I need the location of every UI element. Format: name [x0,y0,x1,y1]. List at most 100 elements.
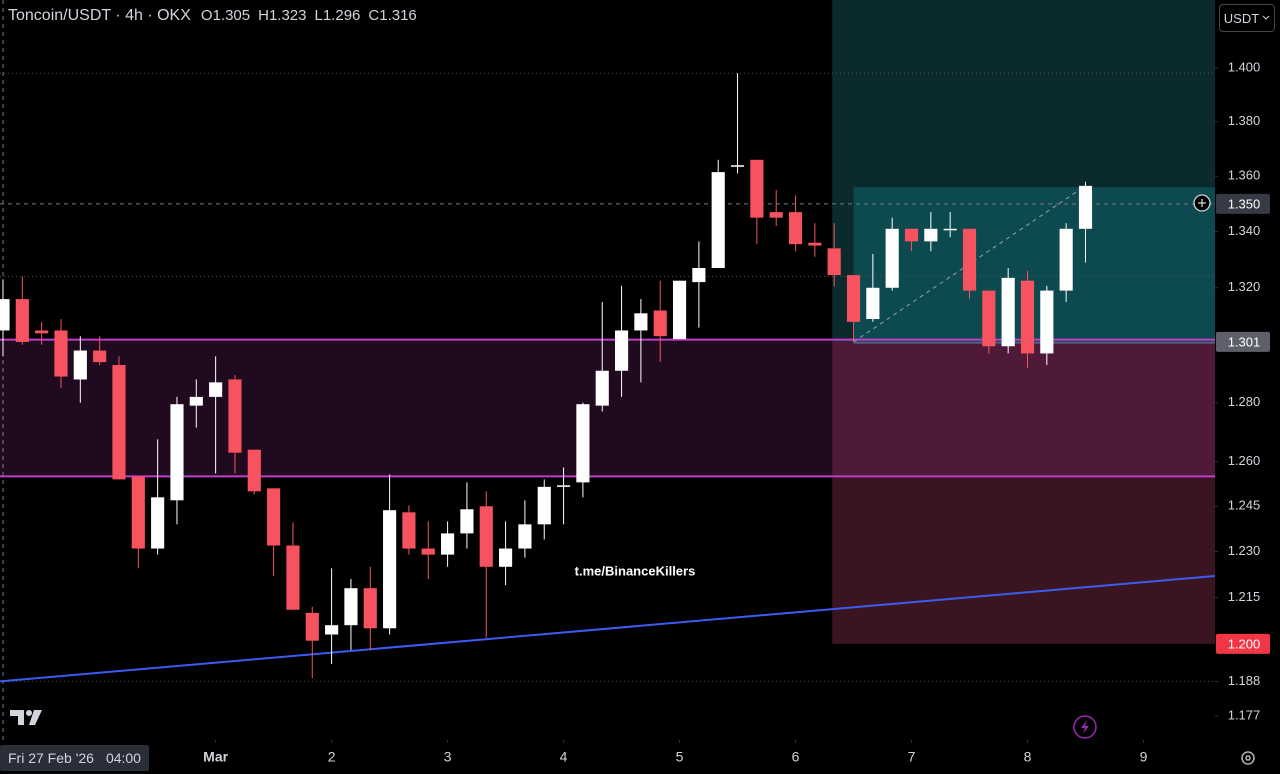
y-tick-label: 1.380 [1228,113,1261,128]
x-tick-label: Mar [203,749,228,765]
candle-body [131,476,145,549]
y-tick-label: 1.400 [1228,59,1261,74]
header: Toncoin/USDT · 4h · OKX O1.305 H1.323 L1.2… [8,7,417,25]
candle-body [1020,280,1035,354]
candle-body [962,228,977,291]
x-tick-label: 5 [676,749,684,765]
candle-body [1040,290,1054,354]
candle-body [479,506,493,567]
ohlc-item: O1.305 [201,7,250,25]
candle-body [402,512,416,549]
add-alert-icon[interactable] [1193,194,1211,212]
price-badge-label: 1.200 [1228,636,1261,651]
ohlc-key: C [368,7,380,24]
x-tick-label: 2 [328,749,336,765]
candle-body [325,625,339,635]
candle-body [383,510,397,629]
y-tick-label: 1.320 [1228,279,1261,294]
candle-body [112,364,126,480]
candle-body [556,485,571,487]
price-badge [1216,193,1270,214]
ohlc-values: O1.305 H1.323 L1.296 C1.316 [201,7,417,25]
candle-body [672,280,687,340]
x-tick-label: 4 [560,749,568,765]
settings-icon[interactable] [1241,751,1255,765]
price-badge [1216,331,1270,352]
y-tick-label: 1.360 [1228,168,1261,183]
y-tick-label: 1.177 [1228,708,1261,723]
candle-body [924,228,938,242]
candle-body [866,287,880,320]
time-axis-bg [0,740,1215,774]
ohlc-value: 1.323 [268,7,307,24]
ohlc-key: L [314,7,323,24]
candle-body [93,350,107,363]
candle-body [653,310,667,337]
candle-body [344,588,358,626]
candle-body [170,404,184,501]
ohlc-item: H1.323 [258,7,306,25]
candle-body [228,379,242,453]
currency-label: USDT [1223,10,1260,26]
candle-body [827,248,841,276]
candle-body [885,228,899,288]
candle-body [35,330,49,334]
candle-body [750,159,764,218]
candle-body [537,486,551,525]
y-tick-label: 1.245 [1228,498,1261,513]
ohlc-item: C1.316 [368,7,416,25]
currency-button[interactable]: USDT [1219,4,1275,32]
candle-body [943,228,957,231]
y-tick-label: 1.230 [1228,543,1261,558]
candle-body [1001,277,1015,347]
candle-body [846,275,861,322]
crosshair-time-label: Fri 27 Feb '26 04:00 [0,745,149,771]
y-tick-label: 1.260 [1228,453,1261,468]
candle-body [1059,228,1073,291]
candle-body [305,612,319,641]
candle-body [421,548,435,555]
candle-body [73,350,87,380]
candle-body [518,524,532,549]
ohlc-value: 1.305 [212,7,251,24]
candle-body [460,509,474,534]
candle-body [499,548,513,567]
candle-body [247,449,261,492]
candle-body [576,404,590,483]
candle-body [769,212,783,218]
candle-body [692,268,706,283]
candle-body [982,290,996,347]
tv-logo [10,710,42,725]
x-tick-label: 7 [908,749,916,765]
x-tick-label: 9 [1140,749,1148,765]
candle-body [808,242,822,246]
candle-body [0,299,10,331]
trendline [0,574,1216,683]
candle-body [151,497,165,549]
target-progress [853,187,1215,342]
candle-body [363,588,377,629]
candle-body [286,545,300,610]
candle-body [441,533,455,555]
y-tick-label: 1.215 [1228,589,1261,604]
y-tick-label: 1.188 [1228,673,1261,688]
y-tick-label: 1.280 [1228,394,1261,409]
candle-body [711,172,725,269]
candle-body [1078,185,1093,229]
crosshair-date: Fri 27 Feb '26 [8,750,94,766]
candle-body [267,488,281,546]
y-tick-label: 1.340 [1228,223,1261,238]
ohlc-value: 1.296 [322,7,361,24]
candle-body [614,330,629,371]
candle-body [595,370,609,406]
symbol-title: Toncoin/USDT · 4h · OKX [8,7,191,24]
candle-body [15,299,29,342]
lightning-icon[interactable] [1073,715,1097,739]
ohlc-value: 1.316 [379,7,417,24]
price-badge-label: 1.301 [1228,334,1261,349]
ohlc-item: L1.296 [315,7,361,25]
candle-body [788,212,803,245]
x-tick-label: 8 [1024,749,1032,765]
